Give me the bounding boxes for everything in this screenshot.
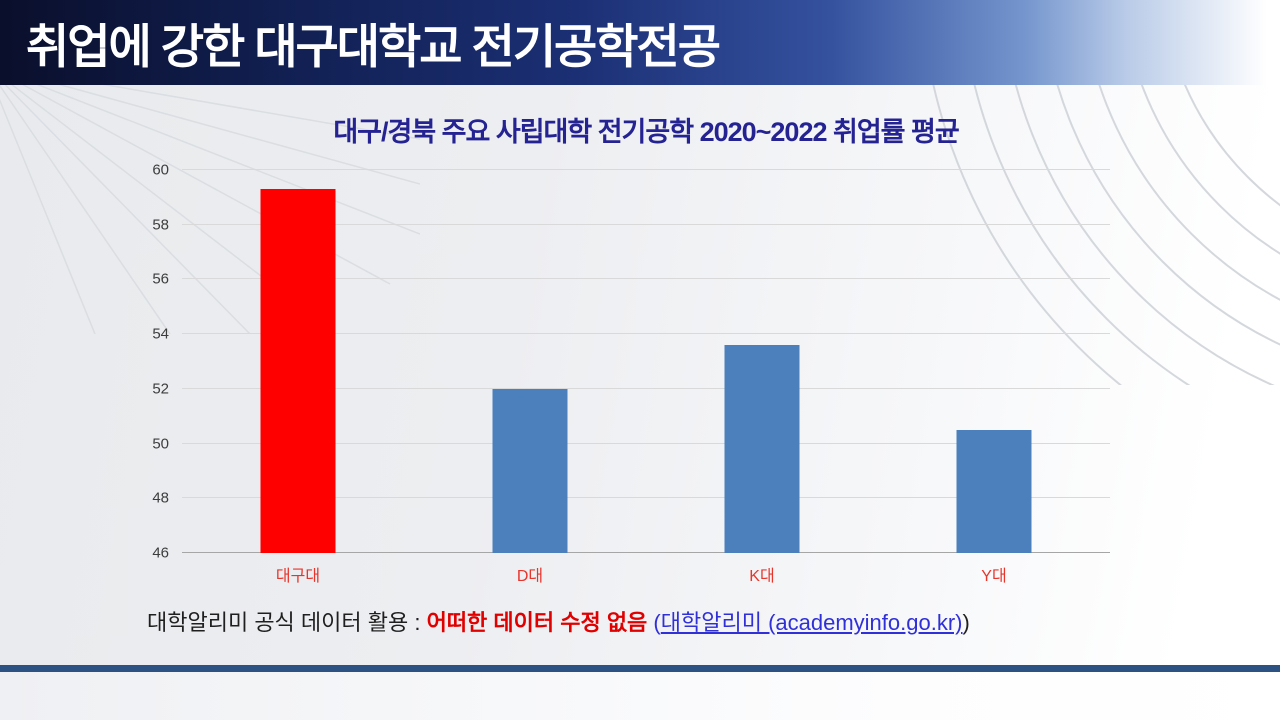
gridline-58 <box>182 223 1110 225</box>
y-tick-label-56: 56 <box>152 270 169 288</box>
y-tick-label-60: 60 <box>152 161 169 179</box>
x-category-label-K대: K대 <box>749 568 775 585</box>
bottom-accent-bar <box>0 665 1280 672</box>
gridline-60 <box>182 169 1110 170</box>
x-category-label-Y대: Y대 <box>981 568 1007 585</box>
source-close-paren: ) <box>962 610 970 635</box>
y-tick-label-46: 46 <box>152 544 169 562</box>
y-tick-label-58: 58 <box>152 216 169 234</box>
y-tick-label-50: 50 <box>152 435 169 453</box>
source-emphasis: 어떠한 데이터 수정 없음 <box>426 610 648 635</box>
bar-K대 <box>724 345 800 553</box>
chart-title: 대구/경북 주요 사립대학 전기공학 2020~2022 취업률 평균 <box>333 117 959 147</box>
slide-title: 취업에 강한 대구대학교 전기공학전공 <box>26 20 721 73</box>
academyinfo-link[interactable]: 대학알리미 (academyinfo.go.kr) <box>660 610 963 635</box>
y-tick-label-52: 52 <box>152 380 169 398</box>
source-note: 대학알리미 공식 데이터 활용 : 어떠한 데이터 수정 없음 (대학알리미 (… <box>147 605 970 637</box>
bar-Y대 <box>956 429 1032 553</box>
bottom-strip <box>0 672 1280 720</box>
plot-area <box>182 169 1110 553</box>
x-axis: 대구대 D대 K대 Y대 <box>182 553 1110 587</box>
x-category-label-D대: D대 <box>516 568 544 585</box>
source-prefix: 대학알리미 공식 데이터 활용 : <box>147 610 427 635</box>
gridline-54 <box>182 333 1110 335</box>
bar-D대 <box>492 388 568 553</box>
y-tick-label-54: 54 <box>152 325 169 343</box>
gridline-56 <box>182 278 1110 280</box>
plot-wrap: 46 48 50 52 54 56 58 60 대구대 D대 K대 Y대 <box>152 162 1110 585</box>
slide-header: 취업에 강한 대구대학교 전기공학전공 <box>0 0 1280 85</box>
gridline-46 <box>182 552 1110 553</box>
bar-대구대 <box>260 189 336 553</box>
gridline-50 <box>182 442 1110 444</box>
y-tick-label-48: 48 <box>152 489 169 507</box>
gridline-52 <box>182 387 1110 389</box>
gridline-48 <box>182 497 1110 499</box>
x-category-label-대구대: 대구대 <box>275 568 321 585</box>
y-axis: 46 48 50 52 54 56 58 60 <box>136 162 182 562</box>
source-open-paren: ( <box>647 610 661 635</box>
